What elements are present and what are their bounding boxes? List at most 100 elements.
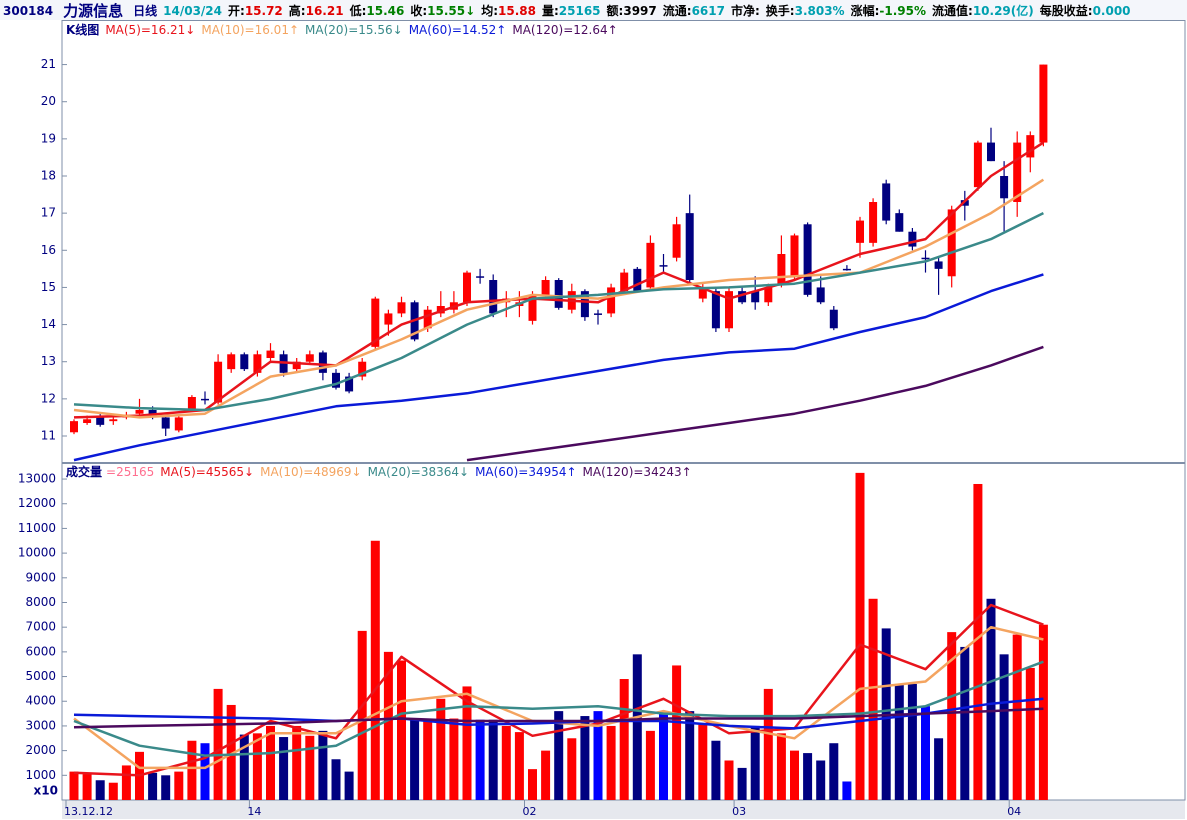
volume-bar	[776, 733, 786, 800]
y-tick-label: 13000	[18, 472, 56, 486]
header-label: 高:	[289, 3, 306, 18]
volume-bar	[842, 781, 852, 800]
volume-bar	[501, 725, 511, 800]
candle-body	[384, 313, 393, 325]
candle-body	[436, 306, 445, 314]
volume-bar	[331, 759, 341, 800]
y-tick-label: 15	[41, 280, 56, 294]
x-tick-label: 02	[523, 805, 537, 818]
volume-bar	[148, 772, 158, 800]
y-tick-label: 8000	[25, 595, 56, 609]
header-value: 15.88	[498, 4, 536, 18]
candle-body	[829, 309, 838, 329]
y-tick-label: 11000	[18, 521, 56, 535]
volume-bar	[226, 704, 236, 800]
header-text: 300184 力源信息 日线 14/03/24 开:15.72 高:16.21 低:15.4…	[3, 2, 1131, 20]
price-chart: 11 12 13 14 15 16 17 18 19 20 21 K线图 MA(5)=16.21↓ MA(…	[41, 22, 1048, 462]
y-tick-label: 19	[41, 131, 56, 145]
candle-body	[292, 361, 301, 370]
candle-body	[1026, 135, 1035, 158]
volume-bar	[279, 737, 289, 800]
candle-body	[620, 272, 629, 292]
volume-bar	[318, 730, 328, 800]
y-tick-label: 21	[41, 57, 56, 71]
stock-name: 力源信息	[63, 2, 123, 20]
volume-bar	[816, 760, 826, 800]
volume-bar	[580, 716, 590, 800]
volume-bar	[1038, 624, 1048, 800]
header-label: 低:	[349, 3, 367, 18]
volume-bar	[449, 718, 459, 800]
legend: 成交量 =25165 MA(5)=45565↓ MA(10)=48969↓ MA(20)…	[66, 464, 692, 479]
volume-bar	[161, 775, 171, 800]
header-label: 收:	[410, 3, 427, 18]
volume-bar	[410, 719, 420, 800]
candle-body	[318, 352, 327, 373]
candle-body	[201, 398, 209, 401]
legend: K线图 MA(5)=16.21↓ MA(10)=16.01↑ MA(20)=15.56…	[66, 22, 618, 37]
volume-bar	[436, 698, 446, 800]
candle-body	[934, 261, 943, 269]
legend-entry: MA(60)=34954↑	[475, 465, 576, 479]
candle-body	[1039, 64, 1048, 143]
volume-bar	[829, 743, 839, 800]
y-tick-label: 10000	[18, 546, 56, 560]
candle-body	[70, 421, 78, 433]
y-tick-label: 9000	[25, 570, 56, 584]
candle-body	[423, 309, 432, 329]
candle-body	[463, 272, 471, 303]
candle-body	[541, 280, 550, 295]
header-label: 涨幅:	[851, 3, 880, 18]
volume-value: =25165	[106, 465, 154, 479]
candle-body	[528, 294, 537, 321]
header-value: 16.21	[306, 4, 344, 18]
legend-entry: MA(5)=16.21↓	[105, 23, 195, 37]
candle-body	[83, 419, 92, 423]
header-value: 3997	[623, 4, 656, 18]
volume-bar	[252, 733, 262, 800]
candle-body	[358, 361, 367, 377]
header-label: 市净:	[731, 3, 760, 18]
header-value: 15.72	[245, 4, 283, 18]
ma-line	[73, 707, 1044, 729]
volume-bar	[934, 738, 944, 800]
volume-bar	[986, 598, 996, 800]
header-value: 15.55↓	[427, 4, 475, 18]
volume-bar	[174, 771, 184, 800]
price-panel	[61, 20, 1186, 463]
volume-bar	[855, 472, 865, 800]
volume-bar	[960, 646, 970, 800]
unit-label: x10	[34, 784, 58, 798]
volume-bar	[475, 719, 485, 800]
volume-bar	[606, 725, 616, 800]
candle-body	[371, 298, 380, 347]
volume-bar	[200, 743, 210, 800]
candle-body	[672, 224, 681, 258]
legend-entry: MA(10)=48969↓	[260, 465, 361, 479]
volume-bar	[1012, 634, 1022, 800]
y-tick-label: 18	[41, 169, 56, 183]
volume-bar	[645, 730, 655, 800]
volume-bar	[724, 760, 734, 800]
candle-body	[685, 213, 694, 280]
candle-body	[476, 276, 485, 278]
volume-bar	[305, 735, 315, 800]
y-tick-label: 13	[41, 354, 56, 368]
candle-body	[109, 419, 118, 422]
header-value: 6617	[692, 4, 725, 18]
volume-bar	[266, 725, 275, 800]
ma-line	[466, 345, 1044, 462]
candle-body	[187, 397, 196, 410]
candle-body	[738, 291, 747, 303]
volume-bar	[82, 774, 92, 800]
candle-body	[869, 202, 878, 243]
legend-entry: MA(20)=38364↓	[368, 465, 469, 479]
volume-bar	[488, 719, 498, 800]
ma-line	[73, 211, 1044, 412]
candle-body	[790, 235, 799, 277]
volume-bar	[541, 750, 551, 800]
volume-bar	[370, 540, 380, 800]
volume-bar	[593, 711, 603, 800]
candle-body	[895, 213, 904, 232]
